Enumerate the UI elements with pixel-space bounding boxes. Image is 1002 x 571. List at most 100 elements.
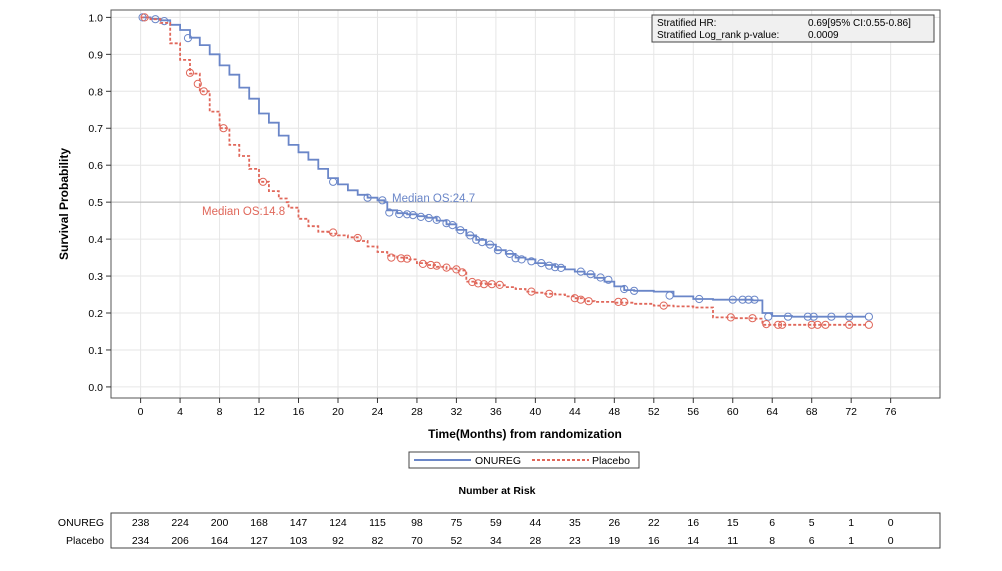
censor-mark-placebo	[576, 295, 585, 304]
x-axis-title: Time(Months) from randomization	[428, 427, 622, 441]
risk-value: 115	[369, 517, 386, 529]
risk-row-label-onureg: ONUREG	[58, 517, 104, 529]
censor-mark-onureg	[586, 270, 595, 279]
x-tick-label: 8	[217, 406, 223, 418]
censor-mark-onureg	[505, 249, 514, 258]
censor-mark-onureg	[545, 261, 554, 270]
legend-label-onureg: ONUREG	[475, 455, 521, 467]
stats-pvalue-value: 0.0009	[808, 30, 839, 41]
risk-value: 22	[648, 517, 660, 529]
risk-value: 124	[329, 517, 347, 529]
y-tick-label: 1.0	[88, 12, 103, 24]
x-tick-label: 68	[806, 406, 818, 418]
y-tick-label: 0.7	[88, 123, 103, 135]
x-tick-label: 36	[490, 406, 502, 418]
censor-mark-onureg	[472, 235, 481, 244]
risk-value: 34	[490, 535, 502, 547]
censor-mark-placebo	[748, 314, 757, 323]
risk-value: 92	[332, 535, 344, 547]
censor-mark-onureg	[485, 240, 495, 249]
censor-mark-onureg	[620, 284, 629, 294]
censor-mark-placebo	[403, 254, 412, 263]
x-tick-label: 32	[451, 406, 463, 418]
censor-mark-placebo	[807, 320, 816, 329]
risk-value: 52	[451, 535, 463, 547]
censor-mark-placebo	[258, 177, 268, 186]
y-tick-label: 0.2	[88, 308, 103, 320]
censor-mark-placebo	[659, 301, 668, 310]
censor-mark-placebo	[614, 297, 623, 306]
censor-mark-placebo	[329, 228, 338, 237]
censor-mark-onureg	[604, 275, 613, 284]
y-tick-label: 0.1	[88, 345, 103, 357]
legend: ONUREG Placebo	[408, 451, 640, 469]
censor-mark-placebo	[397, 254, 406, 263]
y-axis-ticks: 0.0 0.1 0.2 0.3 0.4 0.5 0.6 0.7 0.8 0.9 1.0	[88, 12, 111, 394]
censor-mark-placebo	[570, 294, 579, 303]
risk-value: 59	[490, 517, 502, 529]
risk-value: 8	[769, 535, 775, 547]
censor-mark-onureg	[527, 257, 536, 266]
censor-mark-onureg	[845, 312, 854, 321]
stats-hr-label: Stratified HR:	[657, 18, 716, 29]
x-tick-label: 16	[293, 406, 305, 418]
censor-mark-placebo	[545, 289, 554, 298]
risk-row-label-placebo: Placebo	[66, 535, 104, 547]
x-tick-label: 4	[177, 406, 183, 418]
risk-value: 75	[451, 517, 463, 529]
censor-mark-placebo	[387, 253, 396, 262]
censor-mark-placebo	[726, 313, 735, 322]
risk-table-title: Number at Risk	[458, 485, 535, 497]
censor-mark-placebo	[468, 277, 477, 287]
censor-mark-placebo	[432, 261, 441, 270]
x-tick-label: 12	[253, 406, 265, 418]
censor-mark-onureg	[416, 212, 425, 221]
risk-value: 16	[687, 517, 699, 529]
legend-label-placebo: Placebo	[592, 455, 630, 467]
risk-value: 19	[608, 535, 620, 547]
censor-mark-onureg	[728, 295, 737, 304]
censor-mark-onureg	[630, 286, 639, 295]
risk-value: 224	[171, 517, 189, 529]
risk-value: 28	[530, 535, 542, 547]
censor-mark-onureg	[556, 263, 566, 272]
censor-mark-placebo	[845, 320, 854, 329]
stats-pvalue-label: Stratified Log_rank p-value:	[657, 30, 779, 41]
y-tick-label: 0.9	[88, 49, 103, 61]
risk-value: 103	[290, 535, 308, 547]
risk-value: 98	[411, 517, 423, 529]
censor-mark-onureg	[329, 177, 338, 186]
x-tick-label: 76	[885, 406, 897, 418]
censor-mark-placebo	[479, 280, 489, 289]
censor-mark-placebo	[199, 87, 208, 96]
censor-mark-onureg	[478, 238, 487, 247]
censor-mark-placebo	[219, 124, 228, 133]
censor-mark-onureg	[744, 295, 753, 304]
censor-mark-onureg	[466, 231, 475, 240]
y-tick-label: 0.4	[88, 234, 103, 246]
survival-curves	[138, 13, 874, 329]
censor-mark-onureg	[363, 193, 372, 202]
censor-mark-placebo	[762, 320, 771, 329]
x-tick-label: 72	[845, 406, 857, 418]
censor-mark-placebo	[864, 320, 874, 329]
median-label-placebo: Median OS:14.8	[202, 206, 285, 218]
censor-mark-onureg	[160, 17, 169, 26]
censor-mark-onureg	[665, 291, 674, 300]
censor-mark-onureg	[183, 34, 193, 43]
series-line-onureg	[140, 16, 866, 318]
censor-mark-placebo	[495, 280, 504, 289]
censor-mark-onureg	[432, 215, 441, 224]
censor-mark-onureg	[385, 208, 394, 217]
risk-value: 6	[769, 517, 775, 529]
risk-value: 1	[848, 535, 854, 547]
x-tick-label: 64	[766, 406, 778, 418]
censor-mark-placebo	[774, 320, 783, 329]
censor-mark-onureg	[448, 221, 457, 230]
censor-mark-onureg	[395, 209, 404, 219]
risk-table-values: 238 224 200 168 147 124 115 98 75 59 44 35 26 22 16 15 6…	[132, 517, 894, 547]
x-tick-label: 24	[372, 406, 384, 418]
censor-mark-placebo	[474, 279, 483, 288]
censor-mark-placebo	[620, 297, 629, 306]
